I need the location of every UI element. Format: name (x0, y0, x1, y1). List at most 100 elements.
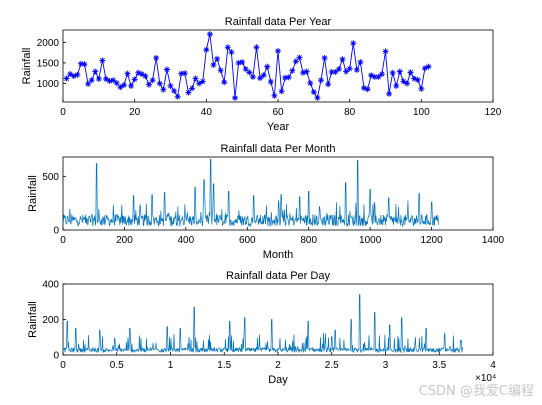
x-axis-label: Day (268, 374, 288, 386)
data-point-marker (414, 76, 421, 83)
data-point-marker (185, 89, 192, 96)
data-point-marker (192, 75, 199, 82)
data-point-marker (378, 71, 385, 78)
data-point-marker (318, 77, 324, 84)
data-point-marker (217, 67, 224, 74)
y-tick-label: 2000 (37, 38, 60, 49)
data-point-marker (260, 72, 267, 79)
data-point-marker (249, 73, 256, 80)
data-point-marker (221, 79, 228, 86)
data-point-marker (407, 69, 414, 76)
data-point-marker (357, 59, 364, 66)
data-point-marker (146, 81, 152, 88)
data-point-marker (142, 73, 149, 80)
data-point-marker (404, 80, 410, 87)
data-point-marker (418, 85, 425, 92)
data-point-marker (85, 80, 92, 87)
data-point-marker (421, 65, 428, 72)
data-point-marker (328, 68, 335, 75)
data-point-marker (113, 80, 120, 87)
x-tick-label: 0.5 (110, 360, 124, 371)
data-point-marker (361, 85, 367, 92)
data-point-marker (371, 73, 378, 80)
watermark: CSDN @我爱C编程 (418, 384, 534, 399)
y-tick-label: 200 (42, 315, 59, 326)
data-point-marker (224, 44, 231, 51)
x-tick-label: 0 (60, 107, 66, 118)
data-point-marker (267, 78, 274, 85)
data-point-marker (103, 75, 109, 82)
data-point-marker (124, 70, 131, 77)
x-tick-label: 100 (413, 107, 430, 118)
data-point-marker (386, 90, 393, 97)
data-point-marker (149, 77, 156, 84)
x-axis-label: Month (263, 249, 294, 261)
chart-title: Rainfall data Per Year (225, 16, 332, 28)
x-tick-label: 1.5 (217, 360, 231, 371)
x-tick-label: 2 (275, 360, 281, 371)
data-point-marker (189, 85, 195, 92)
data-point-marker (368, 72, 375, 79)
y-tick-label: 500 (42, 172, 59, 183)
data-point-marker (257, 75, 264, 82)
data-point-marker (228, 49, 235, 56)
data-point-marker (70, 73, 77, 80)
data-point-marker (353, 66, 360, 73)
x-tick-label: 60 (272, 107, 284, 118)
series-line (62, 158, 440, 228)
data-point-marker (63, 75, 70, 82)
data-point-marker (77, 60, 84, 67)
y-axis-label: Rainfall (21, 48, 33, 85)
data-point-marker (156, 80, 163, 87)
data-point-marker (296, 54, 303, 61)
data-point-marker (332, 68, 339, 75)
data-point-marker (364, 86, 371, 93)
data-point-marker (271, 92, 278, 99)
data-point-marker (400, 78, 407, 85)
x-tick-label: 1 (168, 360, 174, 371)
data-point-marker (67, 71, 74, 78)
data-point-marker (343, 68, 350, 75)
y-axis-label: Rainfall (27, 175, 39, 212)
data-point-marker (174, 93, 181, 100)
data-point-marker (88, 77, 95, 84)
data-point-marker (292, 58, 299, 65)
data-point-marker (339, 56, 346, 63)
data-point-marker (128, 82, 135, 89)
data-point-marker (199, 78, 206, 85)
data-point-marker (106, 78, 113, 85)
data-point-marker (171, 87, 178, 94)
data-point-marker (163, 66, 170, 73)
y-tick-label: 0 (53, 351, 59, 362)
data-point-marker (232, 94, 238, 101)
data-point-marker (74, 71, 81, 78)
data-point-marker (289, 67, 296, 74)
data-point-marker (382, 48, 389, 55)
data-point-marker (160, 86, 167, 93)
x-tick-label: 120 (485, 107, 502, 118)
data-point-marker (389, 69, 396, 76)
x-tick-label: 40 (201, 107, 213, 118)
data-point-marker (325, 81, 332, 88)
x-tick-multiplier: ×10⁴ (475, 373, 496, 384)
y-tick-label: 400 (42, 280, 59, 291)
x-tick-label: 800 (300, 235, 317, 246)
data-point-marker (120, 82, 127, 89)
x-tick-label: 2.5 (325, 360, 339, 371)
data-point-marker (81, 61, 88, 68)
y-tick-label: 1500 (37, 58, 60, 69)
data-point-marker (350, 40, 357, 47)
x-tick-label: 20 (129, 107, 141, 118)
chart-title: Rainfall data Per Month (221, 143, 336, 155)
x-tick-label: 0 (60, 235, 66, 246)
data-point-marker (167, 82, 174, 89)
data-point-marker (314, 94, 321, 101)
data-point-marker (203, 46, 210, 53)
data-point-marker (242, 66, 249, 73)
x-tick-label: 600 (239, 235, 256, 246)
x-tick-label: 3.5 (432, 360, 446, 371)
data-point-marker (303, 68, 310, 75)
series-line (62, 294, 464, 354)
y-tick-label: 1000 (37, 79, 60, 90)
